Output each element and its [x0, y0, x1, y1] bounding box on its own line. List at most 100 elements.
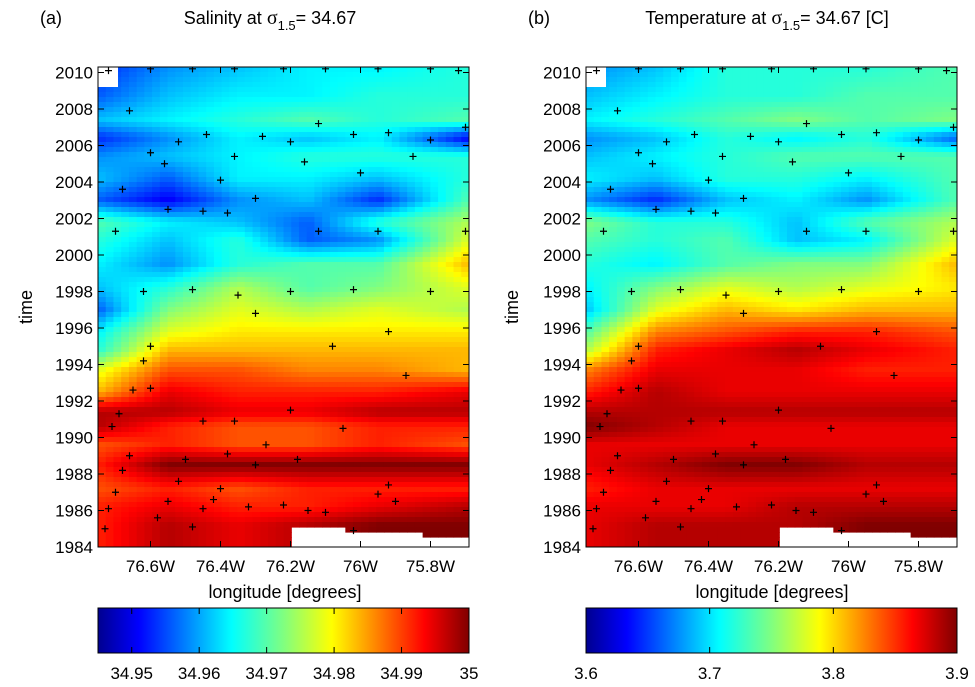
- heatmap-cell: [399, 242, 408, 248]
- heatmap-cell: [260, 462, 269, 468]
- heatmap-cell: [275, 377, 285, 383]
- heatmap-cell: [206, 217, 215, 223]
- heatmap-cell: [159, 322, 169, 328]
- heatmap-cell: [445, 172, 455, 178]
- heatmap-cell: [383, 397, 393, 403]
- heatmap-cell: [159, 502, 169, 508]
- heatmap-cell: [414, 132, 424, 138]
- heatmap-cell: [252, 477, 261, 483]
- heatmap-cell: [237, 87, 246, 93]
- heatmap-cell: [430, 97, 439, 103]
- heatmap-cell: [198, 322, 207, 328]
- heatmap-cell: [113, 232, 122, 238]
- heatmap-cell: [461, 412, 469, 418]
- heatmap-cell: [244, 172, 254, 178]
- heatmap-cell: [879, 92, 889, 98]
- y-tick-label: 1990: [55, 428, 93, 447]
- heatmap-cell: [438, 332, 447, 338]
- heatmap-cell: [213, 242, 223, 248]
- heatmap-cell: [244, 442, 254, 448]
- heatmap-cell: [430, 132, 439, 138]
- heatmap-cell: [438, 112, 447, 118]
- heatmap-cell: [438, 247, 447, 253]
- heatmap-cell: [98, 437, 107, 443]
- heatmap-cell: [322, 272, 331, 278]
- heatmap-cell: [291, 302, 300, 308]
- heatmap-cell: [329, 337, 339, 343]
- colorbar-tick-label: 34.96: [178, 664, 221, 683]
- heatmap-cell: [190, 332, 200, 338]
- heatmap-cell: [183, 537, 192, 543]
- heatmap-cell: [383, 242, 393, 248]
- heatmap-cell: [337, 382, 346, 388]
- heatmap-cell: [864, 92, 873, 98]
- heatmap-cell: [229, 332, 238, 338]
- heatmap-cell: [593, 92, 603, 98]
- heatmap-cell: [453, 267, 462, 273]
- heatmap-cell: [337, 517, 346, 523]
- heatmap-cell: [345, 487, 354, 493]
- heatmap-cell: [391, 302, 401, 308]
- heatmap-cell: [329, 367, 339, 373]
- heatmap-cell: [167, 187, 176, 193]
- heatmap-cell: [298, 252, 308, 258]
- heatmap-cell: [376, 72, 385, 78]
- heatmap-cell: [430, 272, 439, 278]
- heatmap-cell: [144, 142, 153, 148]
- heatmap-cell: [694, 77, 703, 83]
- heatmap-cell: [756, 67, 765, 73]
- heatmap-cell: [291, 482, 300, 488]
- heatmap-cell: [445, 97, 455, 103]
- heatmap-cell: [221, 337, 230, 343]
- heatmap-cell: [260, 437, 269, 443]
- heatmap-cell: [244, 67, 254, 73]
- heatmap-cell: [461, 82, 469, 88]
- heatmap-cell: [298, 512, 308, 518]
- heatmap-cell: [105, 177, 115, 183]
- heatmap-cell: [152, 92, 161, 98]
- heatmap-cell: [190, 127, 200, 133]
- heatmap-cell: [275, 142, 285, 148]
- heatmap-cell: [848, 67, 858, 73]
- heatmap-cell: [105, 312, 115, 318]
- heatmap-cell: [329, 347, 339, 353]
- heatmap-cell: [329, 342, 339, 348]
- heatmap-cell: [337, 337, 346, 343]
- heatmap-cell: [430, 292, 439, 298]
- heatmap-cell: [221, 82, 230, 88]
- heatmap-cell: [322, 382, 331, 388]
- heatmap-cell: [306, 112, 316, 118]
- heatmap-cell: [244, 312, 254, 318]
- heatmap-cell: [206, 222, 215, 228]
- heatmap-cell: [260, 392, 269, 398]
- heatmap-cell: [190, 92, 200, 98]
- heatmap-cell: [353, 502, 362, 508]
- heatmap-cell: [268, 452, 277, 458]
- heatmap-cell: [244, 372, 254, 378]
- heatmap-cell: [175, 527, 184, 533]
- heatmap-cell: [221, 367, 230, 373]
- heatmap-cell: [252, 342, 261, 348]
- heatmap-cell: [105, 192, 115, 198]
- heatmap-cell: [190, 227, 200, 233]
- heatmap-cell: [329, 322, 339, 328]
- heatmap-cell: [144, 312, 153, 318]
- heatmap-cell: [353, 352, 362, 358]
- heatmap-cell: [314, 102, 323, 108]
- heatmap-cell: [260, 122, 269, 128]
- heatmap-cell: [438, 122, 447, 128]
- heatmap-cell: [144, 222, 153, 228]
- heatmap-cell: [152, 322, 161, 328]
- heatmap-cell: [260, 527, 269, 533]
- heatmap-cell: [128, 407, 138, 413]
- heatmap-cell: [213, 307, 223, 313]
- heatmap-cell: [438, 457, 447, 463]
- heatmap-cell: [345, 327, 354, 333]
- heatmap-cell: [360, 382, 370, 388]
- y-tick-label: 1992: [55, 392, 93, 411]
- heatmap-cell: [414, 452, 424, 458]
- heatmap-cell: [206, 257, 215, 263]
- heatmap-cell: [237, 217, 246, 223]
- heatmap-cell: [144, 432, 153, 438]
- heatmap-cell: [391, 157, 401, 163]
